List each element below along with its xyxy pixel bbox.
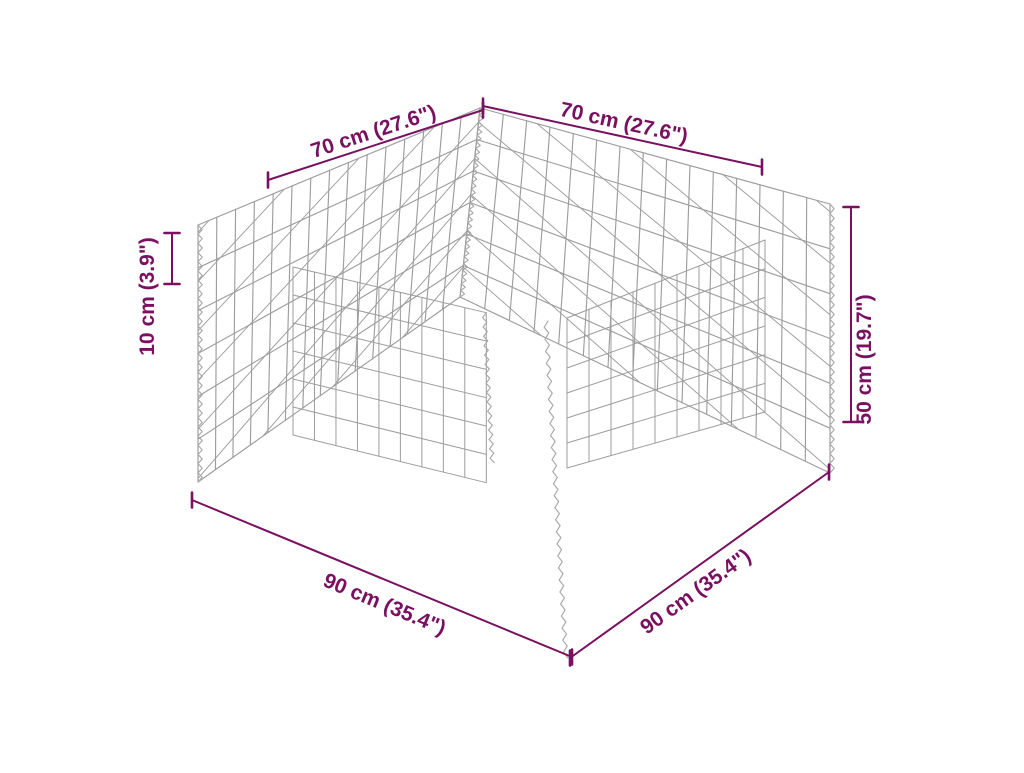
- svg-text:10 cm (3.9"): 10 cm (3.9"): [136, 237, 159, 356]
- svg-text:50 cm (19.7"): 50 cm (19.7"): [853, 294, 876, 424]
